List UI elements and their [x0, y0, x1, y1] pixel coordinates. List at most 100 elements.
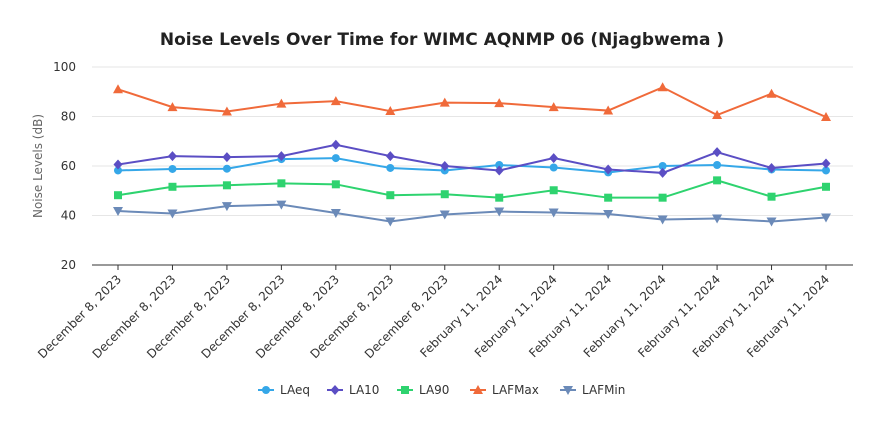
y-axis-ticks: 20 40 60 80 100 — [53, 60, 76, 272]
legend-item-la10[interactable]: LA10 — [327, 383, 379, 397]
data-point — [494, 98, 505, 108]
series-la10 — [113, 139, 831, 178]
legend: LAeq LA10 LA90 LAFMax LAFMin — [258, 383, 625, 397]
data-point — [657, 215, 668, 225]
y-tick-label: 100 — [53, 60, 76, 74]
data-point — [439, 97, 450, 107]
data-point — [386, 163, 395, 172]
data-point — [167, 209, 178, 219]
series-lafmin — [113, 200, 831, 227]
data-point — [276, 151, 286, 162]
legend-marker — [473, 385, 483, 394]
data-point — [658, 167, 668, 178]
data-point — [766, 88, 777, 98]
data-point — [604, 193, 613, 202]
data-point — [822, 182, 830, 191]
data-point — [549, 163, 558, 172]
data-point — [657, 82, 668, 92]
data-point — [495, 161, 504, 170]
data-point — [114, 191, 122, 200]
data-point — [603, 164, 613, 175]
data-point — [440, 190, 449, 199]
data-point — [821, 111, 831, 121]
data-point — [222, 164, 231, 173]
data-point — [277, 179, 286, 188]
data-point — [113, 84, 123, 94]
data-point — [712, 110, 723, 120]
series-line — [117, 86, 827, 118]
y-tick-label: 40 — [61, 209, 76, 223]
grid-lines — [92, 66, 853, 266]
data-point — [658, 162, 667, 170]
data-point — [331, 154, 340, 163]
y-axis-label: Noise Levels (dB) — [31, 114, 45, 218]
data-point — [440, 161, 450, 171]
data-point — [113, 207, 123, 217]
data-point — [712, 214, 723, 224]
data-point — [658, 193, 667, 202]
data-point — [167, 102, 178, 112]
legend-marker — [401, 386, 409, 394]
data-point — [494, 207, 505, 217]
data-point — [168, 164, 177, 173]
legend-marker — [262, 386, 270, 394]
legend-item-laeq[interactable]: LAeq — [258, 383, 310, 397]
legend-item-lafmin[interactable]: LAFMin — [560, 383, 625, 397]
data-point — [276, 98, 287, 108]
data-point — [114, 166, 122, 175]
data-point — [385, 106, 396, 116]
chart-title: Noise Levels Over Time for WIMC AQNMP 06… — [160, 30, 724, 50]
series-lafmax — [113, 82, 831, 121]
y-tick-label: 60 — [61, 159, 76, 173]
data-point — [713, 176, 722, 185]
data-point — [222, 181, 231, 190]
data-point — [385, 151, 395, 162]
series-line — [117, 203, 827, 223]
data-point — [167, 151, 177, 162]
data-point — [549, 153, 559, 164]
data-point — [822, 166, 830, 175]
legend-label: LA90 — [419, 383, 449, 397]
legend-item-lafmax[interactable]: LAFMax — [470, 383, 539, 397]
data-point — [439, 210, 450, 220]
data-point — [113, 159, 123, 170]
data-point — [713, 161, 722, 170]
data-point — [221, 106, 232, 116]
data-point — [331, 180, 340, 189]
legend-marker — [330, 385, 340, 395]
data-point — [276, 200, 287, 210]
data-point — [548, 208, 559, 218]
legend-item-la90[interactable]: LA90 — [397, 383, 449, 397]
data-point — [385, 217, 396, 227]
data-point — [712, 147, 722, 158]
series-line — [117, 179, 827, 199]
data-point — [221, 202, 232, 212]
data-point — [603, 210, 614, 220]
legend-label: LAFMin — [582, 383, 625, 397]
data-point — [331, 139, 341, 150]
series-la90 — [114, 176, 830, 202]
data-point — [222, 152, 232, 163]
y-tick-label: 20 — [61, 258, 76, 272]
data-point — [549, 186, 558, 195]
data-point — [330, 96, 341, 106]
series-line — [117, 143, 827, 174]
legend-label: LAeq — [280, 383, 310, 397]
legend-marker — [563, 386, 573, 395]
data-point — [386, 191, 395, 200]
data-point — [330, 209, 341, 219]
data-point — [821, 213, 831, 223]
data-point — [766, 217, 777, 227]
data-point — [603, 105, 614, 115]
data-point — [767, 192, 776, 201]
legend-label: LAFMax — [492, 383, 539, 397]
data-point — [548, 102, 559, 112]
data-point — [821, 158, 831, 169]
legend-label: LA10 — [349, 383, 379, 397]
series-group — [113, 82, 831, 227]
data-point — [168, 182, 177, 191]
y-tick-label: 80 — [61, 110, 76, 124]
data-point — [494, 165, 504, 176]
